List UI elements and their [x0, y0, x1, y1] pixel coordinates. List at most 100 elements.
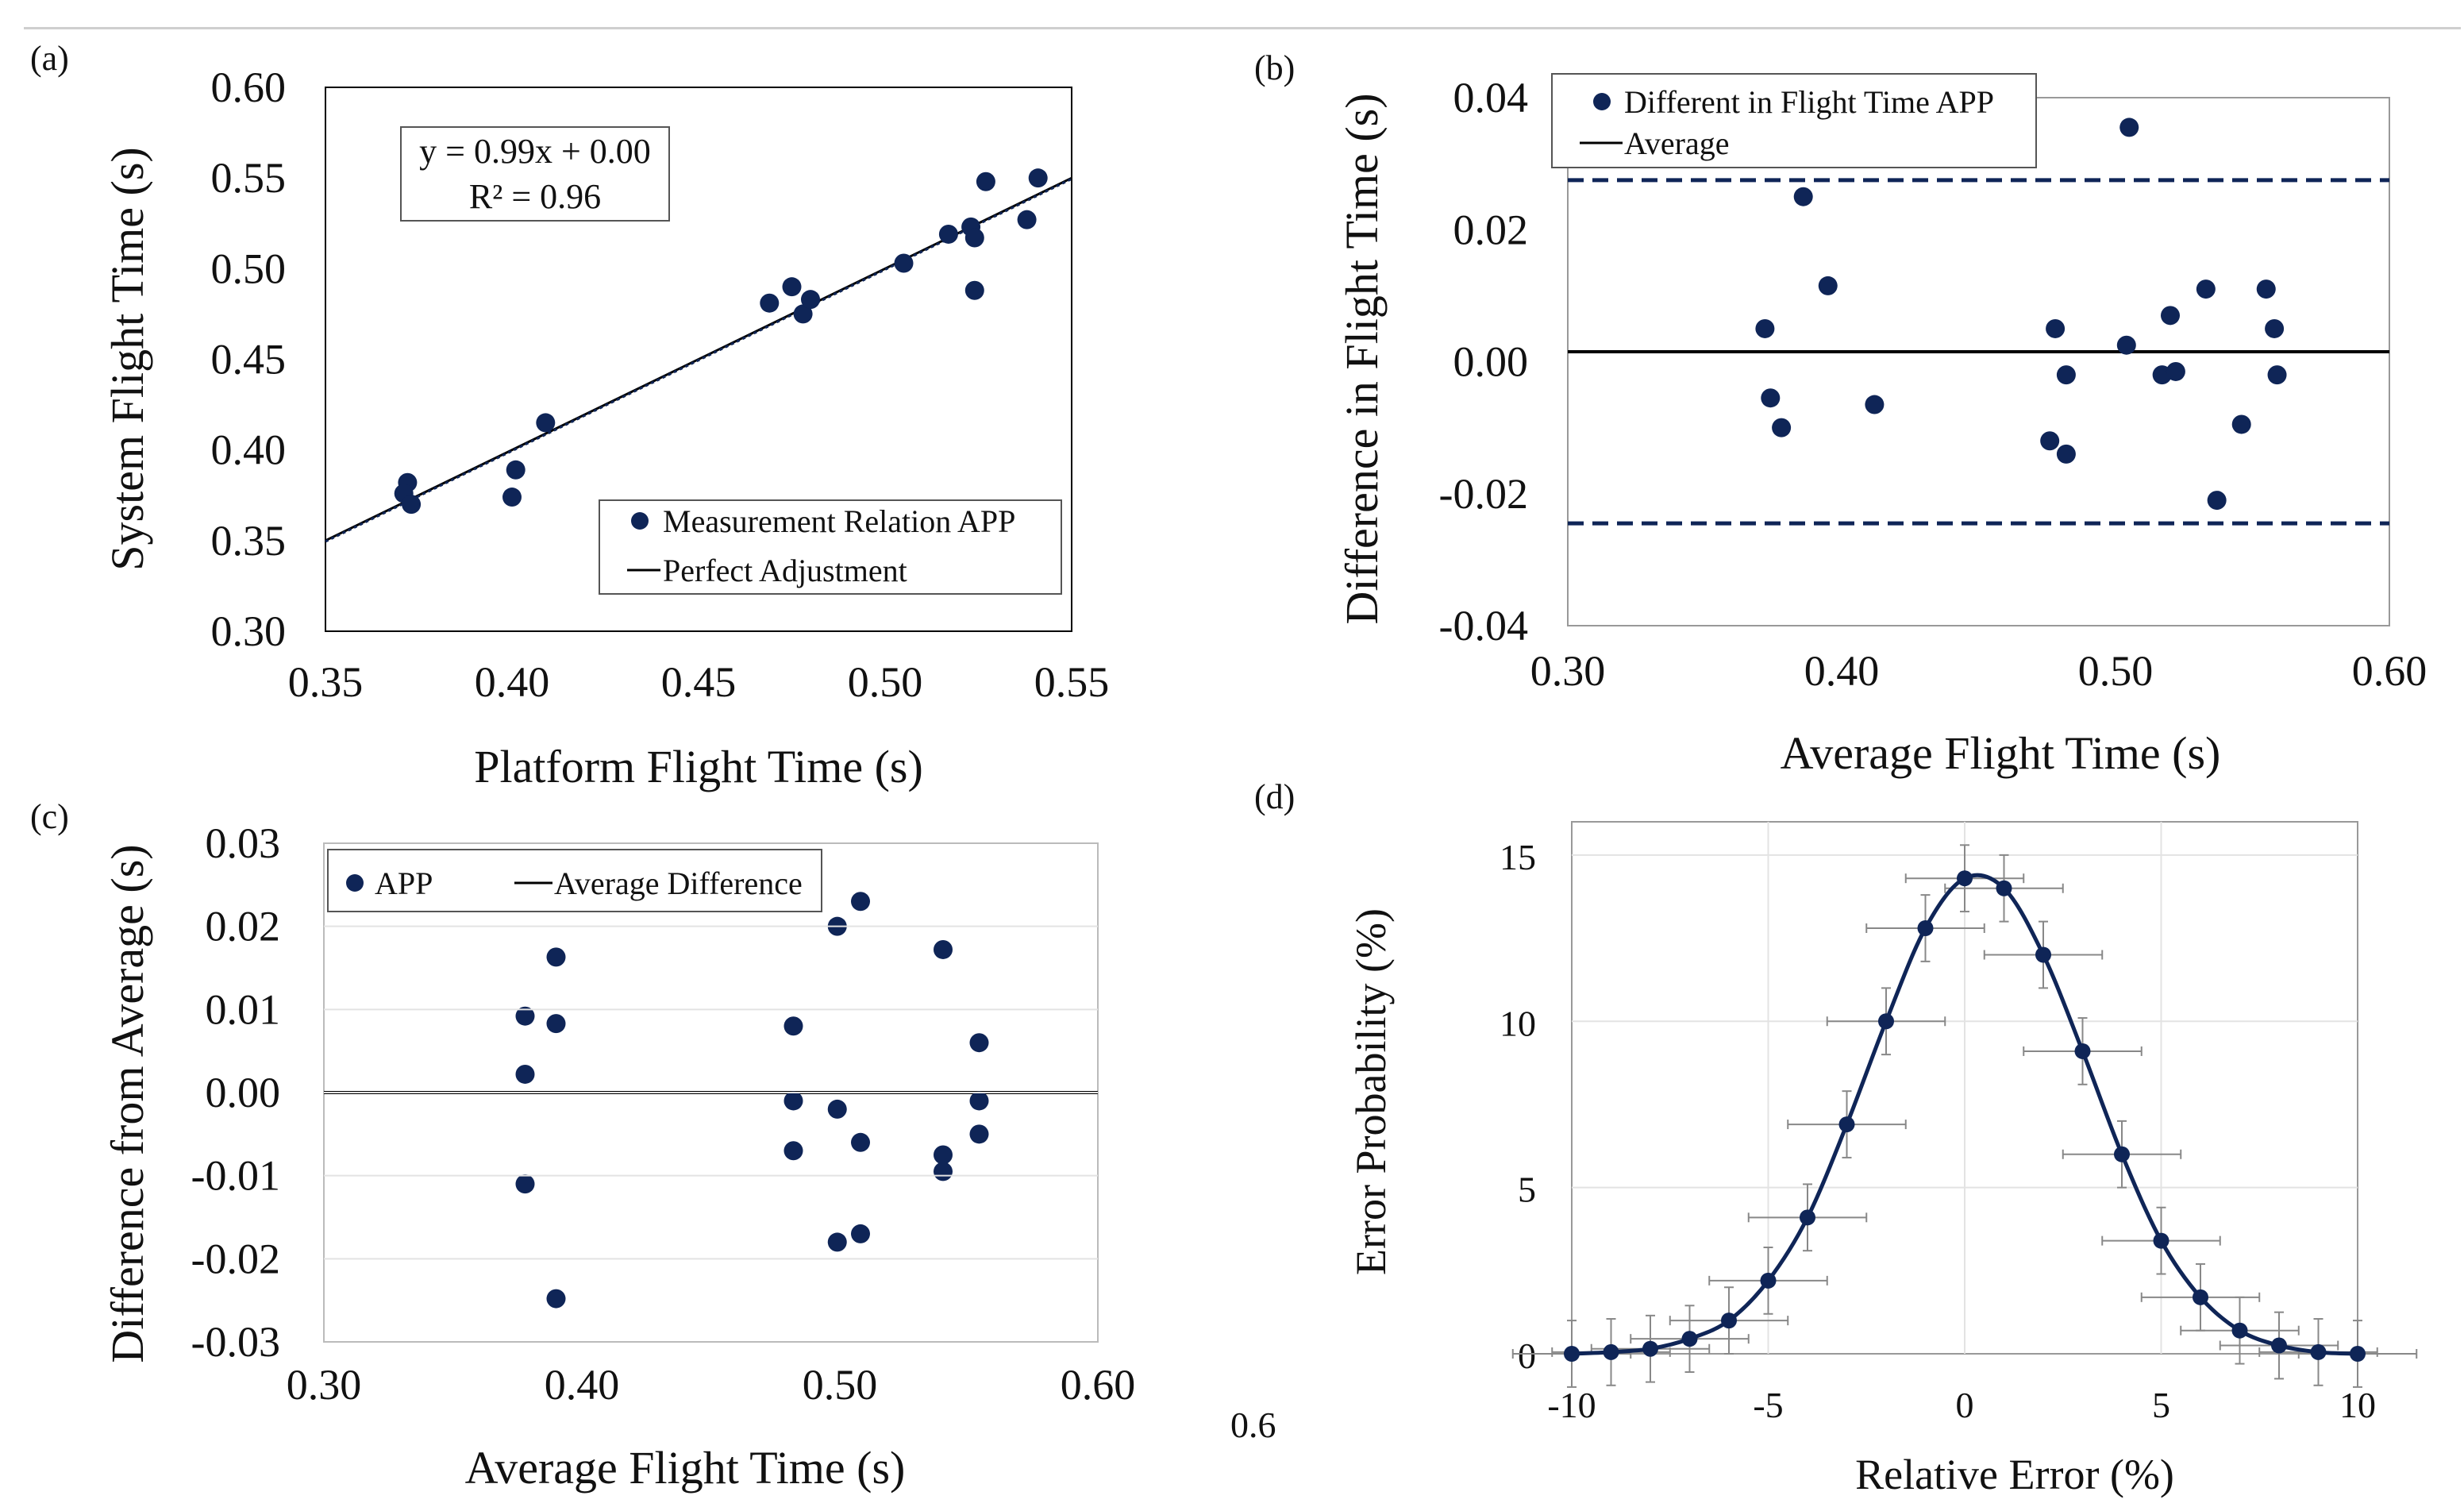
- panel-d-xtick-label: -5: [1753, 1385, 1783, 1425]
- panel-a-ytick-label: 0.50: [211, 245, 287, 292]
- panel-a-point: [976, 172, 995, 191]
- panel-b-ytick-label: -0.02: [1439, 470, 1528, 518]
- panel-d-point: [1878, 1013, 1894, 1030]
- panel-b-legend-marker: [1593, 93, 1611, 110]
- panel-d-point: [1917, 920, 1934, 936]
- panel-d-point: [2350, 1346, 2366, 1362]
- panel-a-ylabel: System Flight Time (s): [102, 147, 153, 570]
- panel-a-legend-entry-0: Measurement Relation APP: [663, 503, 1015, 539]
- panel-a-r2: R² = 0.96: [469, 177, 601, 216]
- panel-c-point: [515, 1174, 535, 1194]
- panel-d-point: [1838, 1116, 1855, 1133]
- panel-d-point: [1996, 880, 2012, 896]
- panel-c-xtick-label: 0.30: [287, 1361, 362, 1409]
- panel-b-xtick-label: 0.40: [1804, 647, 1880, 695]
- panel-a-ytick-label: 0.60: [211, 64, 287, 111]
- panel-b-point: [2207, 491, 2227, 511]
- panel-b-ytick-label: 0.00: [1453, 338, 1529, 386]
- panel-b-point: [2056, 444, 2076, 464]
- panel-c-ytick-label: 0.03: [206, 819, 281, 867]
- panel-a-frame: [325, 87, 1072, 632]
- panel-d-point: [2271, 1337, 2287, 1354]
- panel-a-point: [760, 293, 780, 313]
- panel-b-point: [1755, 318, 1775, 338]
- panel-d-xlabel: Relative Error (%): [1855, 1451, 2174, 1498]
- panel-b-point: [2040, 431, 2060, 451]
- panel-d-ytick-label: 0: [1518, 1336, 1536, 1376]
- panel-c-point: [851, 1224, 870, 1243]
- panel-b-point: [2119, 118, 2139, 137]
- panel-a-xtick-label: 0.50: [848, 658, 923, 706]
- panel-b-chart: Average Flight Time (s) Difference in Fl…: [1336, 73, 2427, 779]
- panel-a-point: [964, 280, 984, 300]
- panel-b-point: [1793, 187, 1813, 206]
- panel-a-xtick-label: 0.55: [1034, 658, 1110, 706]
- panel-c-ytick-label: 0.01: [206, 985, 281, 1033]
- panel-c-label: (c): [30, 797, 69, 836]
- panel-b-xlabel: Average Flight Time (s): [1781, 727, 2221, 779]
- panel-a-equation: y = 0.99x + 0.00: [419, 132, 651, 171]
- panel-a-legend: Measurement Relation APP Perfect Adjustm…: [599, 499, 1062, 595]
- panel-c-point: [934, 1145, 953, 1165]
- panel-a-point: [506, 460, 526, 480]
- panel-b-ytick-label: 0.02: [1453, 206, 1529, 253]
- panel-a-point: [502, 488, 522, 507]
- panel-b-point: [2231, 414, 2251, 434]
- panel-b-point: [2166, 361, 2185, 381]
- panel-a-xtick-label: 0.45: [661, 658, 737, 706]
- panel-a-xtick-label: 0.40: [475, 658, 550, 706]
- panel-c-ytick-label: 0.02: [206, 903, 281, 950]
- panel-c-ytick-label: -0.03: [191, 1318, 280, 1366]
- panel-c-legend-entry-0: APP: [375, 865, 433, 901]
- panel-a-point: [782, 277, 802, 297]
- panel-c-ylabel: Difference from Average (s): [102, 844, 153, 1363]
- panel-a-point: [894, 253, 914, 273]
- panel-d-ytick-label: 10: [1500, 1003, 1536, 1043]
- stray-label: 0.6: [1230, 1405, 1276, 1445]
- panel-a-fit-line: [325, 177, 1072, 543]
- panel-b-ytick-label: -0.04: [1439, 602, 1528, 649]
- panel-b-ytick-label: 0.04: [1453, 74, 1529, 121]
- panel-c-point: [515, 1064, 535, 1084]
- panel-d-xtick-label: -10: [1547, 1385, 1596, 1425]
- panel-d-point: [2114, 1146, 2130, 1162]
- panel-a-ytick-label: 0.35: [211, 517, 287, 565]
- panel-c-point: [969, 1124, 989, 1144]
- panel-a-ytick-label: 0.30: [211, 607, 287, 655]
- panel-c-legend-marker: [346, 874, 364, 892]
- panel-b-xtick-label: 0.60: [2352, 647, 2427, 695]
- panel-d-xtick-label: 5: [2152, 1385, 2170, 1425]
- panel-a-point: [938, 224, 958, 244]
- panel-d-label: (d): [1254, 777, 1295, 816]
- panel-c-point: [934, 939, 953, 959]
- panel-d-ytick-label: 15: [1500, 837, 1536, 877]
- panel-b-point: [2265, 318, 2285, 338]
- panel-c-xtick-label: 0.60: [1061, 1361, 1136, 1409]
- panel-d-point: [2231, 1322, 2248, 1339]
- panel-a-xtick-label: 0.35: [288, 658, 364, 706]
- panel-b-point: [2196, 279, 2216, 299]
- panel-a-legend-entry-1: Perfect Adjustment: [663, 553, 907, 588]
- panel-d-point: [1721, 1312, 1737, 1329]
- panel-b-point: [1772, 418, 1792, 437]
- panel-d-point: [2310, 1343, 2327, 1360]
- panel-c-point: [546, 947, 566, 967]
- panel-a-point: [1028, 168, 1048, 188]
- panel-a-point: [1017, 210, 1037, 229]
- panel-d-xtick-label: 10: [2339, 1385, 2376, 1425]
- panel-c-point: [783, 1091, 803, 1111]
- panel-c-point: [934, 1162, 953, 1181]
- panel-d-ylabel: Error Probability (%): [1347, 908, 1395, 1275]
- panel-a-label: (a): [30, 39, 69, 78]
- panel-c-point: [783, 1016, 803, 1036]
- panel-c-point: [969, 1033, 989, 1053]
- panel-b-frame: [1567, 97, 2390, 626]
- panel-a-point: [536, 413, 556, 433]
- panel-b-point: [1818, 276, 1838, 295]
- panel-b-legend: Different in Flight Time APP Average: [1551, 73, 2037, 168]
- panel-d-chart: Relative Error (%) Error Probability (%)…: [1347, 821, 2418, 1498]
- panel-b-point: [2046, 318, 2066, 338]
- panel-b-point: [2161, 306, 2180, 326]
- panel-c-point: [546, 1289, 566, 1309]
